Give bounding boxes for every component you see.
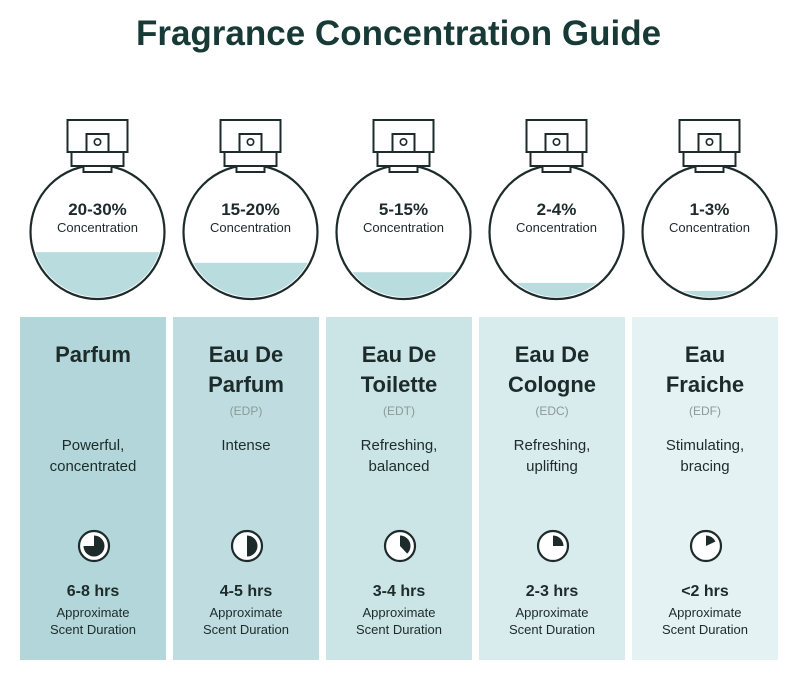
clock-icon (230, 529, 264, 563)
scent-duration-hours: <2 hrs (681, 583, 729, 600)
description-line1: Refreshing, (513, 437, 591, 454)
liquid-level (32, 252, 163, 297)
fragrance-info-panel: Parfum Powerful, concentrated 6-8 hrs Ap… (20, 317, 166, 660)
description-line1: Refreshing, (360, 437, 438, 454)
concentration-percent: 1-3% (689, 200, 730, 219)
fragrance-name-line2: Parfum (208, 372, 284, 397)
clock-icon (383, 529, 417, 563)
concentration-percent: 15-20% (221, 200, 280, 219)
scent-duration-label: Approximate Scent Duration (632, 604, 778, 638)
concentration-percent: 5-15% (378, 200, 429, 219)
fragrance-name-line2: Fraiche (665, 372, 745, 397)
duration-label-line2: Scent Duration (50, 622, 136, 637)
concentration-label: Concentration (210, 220, 291, 235)
fragrance-name: Eau Fraiche (632, 340, 778, 400)
fragrance-name-line2: Cologne (508, 372, 596, 397)
fragrance-abbreviation: (EDF) (689, 404, 721, 418)
liquid-level (644, 290, 775, 297)
fragrance-name: Eau De Parfum (173, 340, 319, 400)
fragrance-column: 15-20% Concentration Eau De Parfum (EDP)… (173, 112, 323, 660)
scent-duration-label: Approximate Scent Duration (479, 604, 625, 638)
clock-icon (689, 529, 723, 563)
scent-duration-label: Approximate Scent Duration (20, 604, 166, 638)
duration-label-line1: Approximate (362, 605, 436, 620)
description-line2: uplifting (526, 458, 578, 475)
concentration-label: Concentration (516, 220, 597, 235)
fragrance-column: 2-4% Concentration Eau De Cologne (EDC) … (479, 112, 629, 660)
fragrance-description: Powerful, concentrated (20, 435, 166, 477)
duration-label-line1: Approximate (56, 605, 130, 620)
concentration-label: Concentration (363, 220, 444, 235)
clock-fill (247, 535, 258, 557)
duration-label-line2: Scent Duration (203, 622, 289, 637)
clock-fill (83, 535, 105, 557)
description-line2: balanced (368, 458, 430, 475)
description-line1: Powerful, (61, 437, 125, 454)
concentration-columns: 20-30% Concentration Parfum Powerful, co… (20, 112, 782, 660)
fragrance-name: Eau De Toilette (326, 340, 472, 400)
liquid-level (491, 282, 622, 297)
fragrance-name-line1: Parfum (55, 342, 131, 367)
duration-label-line2: Scent Duration (356, 622, 442, 637)
description-line1: Stimulating, (665, 437, 745, 454)
duration-label-line1: Approximate (209, 605, 283, 620)
duration-label-line2: Scent Duration (662, 622, 748, 637)
fragrance-info-panel: Eau De Cologne (EDC) Refreshing, uplifti… (479, 317, 625, 660)
perfume-bottle-icon (173, 112, 328, 302)
fragrance-name-line1: Eau De (361, 342, 437, 367)
page-title: Fragrance Concentration Guide (135, 14, 662, 53)
concentration-percent: 2-4% (536, 200, 577, 219)
fragrance-info-panel: Eau De Parfum (EDP) Intense 4-5 hrs Appr… (173, 317, 319, 660)
fragrance-abbreviation: (EDC) (535, 404, 569, 418)
scent-duration-label: Approximate Scent Duration (173, 604, 319, 638)
perfume-bottle-icon (479, 112, 634, 302)
duration-label-line1: Approximate (668, 605, 742, 620)
clock-fill (706, 535, 716, 546)
clock-fill (553, 535, 564, 546)
clock-icon (536, 529, 570, 563)
scent-duration-hours: 2-3 hrs (525, 583, 579, 600)
concentration-label: Concentration (57, 220, 138, 235)
fragrance-column: 20-30% Concentration Parfum Powerful, co… (20, 112, 170, 660)
perfume-bottle-icon (632, 112, 787, 302)
fragrance-name-line1: Eau (684, 342, 726, 367)
fragrance-column: 1-3% Concentration Eau Fraiche (EDF) Sti… (632, 112, 782, 660)
description-line2: concentrated (49, 458, 137, 475)
fragrance-description: Refreshing, uplifting (479, 435, 625, 477)
fragrance-name-line1: Eau De (208, 342, 284, 367)
fragrance-name: Parfum (20, 340, 166, 370)
fragrance-description: Stimulating, bracing (632, 435, 778, 477)
scent-duration-hours: 3-4 hrs (372, 583, 426, 600)
description-line1: Intense (221, 437, 271, 454)
concentration-percent: 20-30% (68, 200, 127, 219)
fragrance-description: Refreshing, balanced (326, 435, 472, 477)
duration-label-line1: Approximate (515, 605, 589, 620)
fragrance-column: 5-15% Concentration Eau De Toilette (EDT… (326, 112, 476, 660)
liquid-level (338, 272, 469, 297)
scent-duration-label: Approximate Scent Duration (326, 604, 472, 638)
clock-icon (77, 529, 111, 563)
perfume-bottle-icon (20, 112, 175, 302)
scent-duration-hours: 6-8 hrs (66, 583, 120, 600)
fragrance-abbreviation: (EDT) (383, 404, 415, 418)
clock-fill (400, 535, 411, 554)
fragrance-name-line1: Eau De (514, 342, 590, 367)
fragrance-info-panel: Eau De Toilette (EDT) Refreshing, balanc… (326, 317, 472, 660)
concentration-label: Concentration (669, 220, 750, 235)
fragrance-name-line2: Toilette (360, 372, 438, 397)
scent-duration-hours: 4-5 hrs (219, 583, 273, 600)
fragrance-abbreviation: (EDP) (229, 404, 263, 418)
description-line2: bracing (680, 458, 730, 475)
duration-label-line2: Scent Duration (509, 622, 595, 637)
fragrance-name: Eau De Cologne (479, 340, 625, 400)
fragrance-info-panel: Eau Fraiche (EDF) Stimulating, bracing <… (632, 317, 778, 660)
fragrance-description: Intense (173, 435, 319, 456)
perfume-bottle-icon (326, 112, 481, 302)
